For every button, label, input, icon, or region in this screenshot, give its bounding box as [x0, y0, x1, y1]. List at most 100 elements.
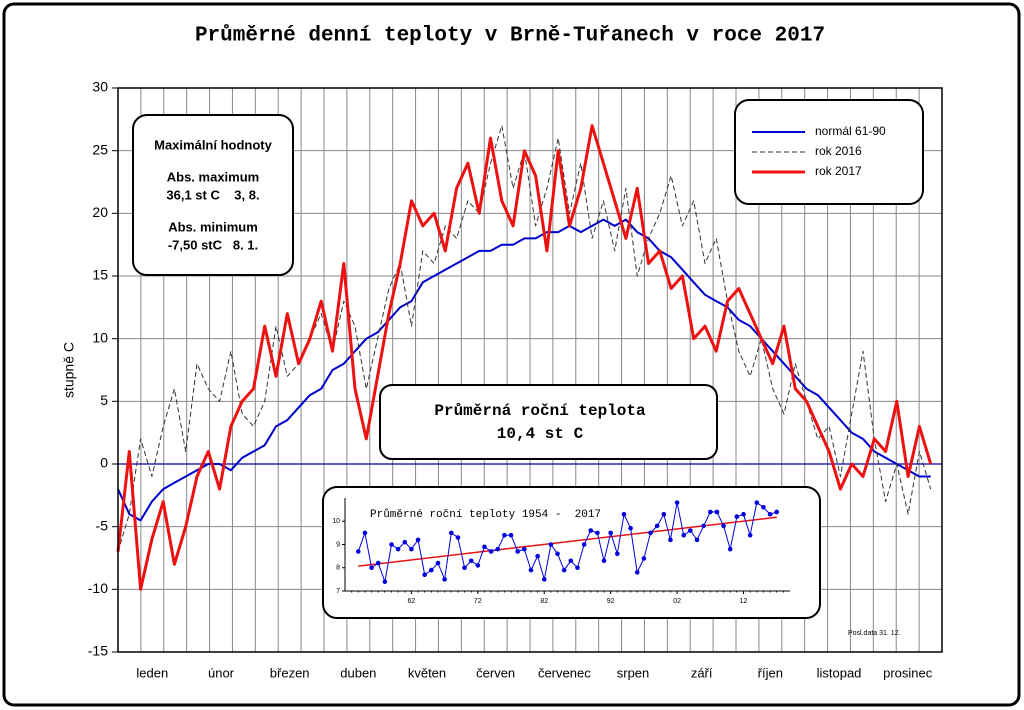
inset-point [727, 546, 733, 552]
y-tick-label: 15 [92, 267, 108, 283]
inset-point [402, 539, 408, 545]
inset-point [734, 514, 740, 519]
inset-point [601, 558, 607, 564]
inset-y-tick-label: 9 [336, 541, 340, 548]
inset-point [409, 546, 414, 552]
inset-line [357, 501, 777, 584]
inset-point [561, 567, 567, 573]
inset-point [721, 523, 726, 529]
inset-point [615, 551, 620, 557]
inset-point [741, 511, 746, 517]
y-tick-label: 25 [92, 141, 108, 157]
inset-point [754, 500, 760, 505]
inset-x-tick-label: 12 [740, 598, 748, 605]
y-tick-label: 5 [100, 392, 108, 408]
inset-point [595, 530, 600, 536]
inset-point [488, 549, 494, 554]
inset-point [448, 530, 454, 536]
inset-point [528, 567, 534, 573]
plot-border [117, 87, 943, 653]
inset-point [608, 530, 613, 536]
inset-point [422, 572, 428, 578]
footnote: Posl.data 31. 12. [848, 630, 901, 637]
inset-point [648, 530, 653, 536]
inset-point [382, 579, 388, 584]
x-tick-label: srpen [617, 665, 650, 680]
inset-x-tick-label: 82 [540, 598, 548, 605]
x-tick-label: březen [270, 665, 310, 680]
inset-point [581, 542, 587, 547]
inset-point [362, 530, 368, 536]
series-line [117, 218, 931, 522]
inset-point [508, 532, 514, 538]
inset-chart: 7 8 9 10 62 72 82 92 02 12 [332, 498, 790, 605]
x-tick-label: červenec [538, 665, 591, 680]
series-line [117, 125, 932, 552]
inset-point [714, 509, 720, 515]
inset-point [688, 528, 693, 533]
y-tick-label: 10 [92, 329, 108, 345]
inset-point [668, 537, 673, 543]
legend [734, 99, 924, 205]
inset-point [634, 570, 640, 575]
x-tick-label: leden [136, 665, 168, 680]
inset-point [435, 560, 441, 566]
inset-point [681, 532, 687, 538]
min-label: Abs. minimum [168, 219, 258, 234]
inset-point [767, 511, 773, 517]
inset-point [661, 511, 667, 517]
x-tick-label: duben [340, 665, 376, 680]
x-tick-label: září [691, 665, 713, 680]
extremes-box [132, 114, 294, 276]
inset-point [575, 565, 580, 571]
x-tick-label: květen [408, 665, 446, 680]
inset-point [502, 532, 507, 538]
inset-x-tick-label: 92 [607, 598, 615, 605]
inset-point [541, 577, 547, 582]
inset-point [701, 523, 706, 529]
inset-point [641, 556, 647, 561]
inset-point [548, 542, 554, 547]
inset-point [674, 500, 680, 505]
inset-point [522, 546, 527, 552]
trend-line [358, 516, 777, 567]
inset-point [429, 567, 434, 573]
inset-point [389, 542, 394, 547]
inset-point [774, 509, 780, 515]
inset-point [482, 544, 487, 550]
y-tick-label: 20 [92, 204, 108, 220]
inset-y-tick-label: 8 [336, 565, 340, 572]
legend-entries: normál 61-90 rok 2016 rok 2017 [752, 124, 886, 178]
inset-title: Průměrné roční teploty 1954 - 2017 [370, 508, 601, 521]
inset-point [355, 549, 361, 554]
legend-label: rok 2017 [815, 164, 862, 178]
inset-y-tick-label: 7 [336, 588, 340, 595]
inset-point [455, 535, 461, 540]
annual-value: 10,4 st C [497, 425, 584, 443]
inset-point [761, 505, 766, 510]
inset-point [369, 565, 374, 571]
chart-title: Průměrné denní teploty v Brně-Tuřanech v… [195, 25, 825, 48]
inset-point [535, 553, 540, 559]
x-tick-label: červen [476, 665, 515, 680]
inset-x-tick-label: 72 [474, 598, 482, 605]
legend-label: normál 61-90 [815, 124, 886, 138]
max-text: 36,1 st C 3, 8. [166, 187, 259, 202]
inset-point [415, 537, 421, 543]
inset-point [654, 523, 660, 529]
inset-x-tick-label: 02 [673, 598, 681, 605]
y-tick-label: 0 [100, 455, 108, 471]
y-tick-label: 30 [92, 79, 108, 95]
x-tick-label: listopad [817, 665, 862, 680]
max-label: Abs. maximum [167, 169, 259, 184]
inset-point [475, 563, 481, 568]
inset-point [568, 558, 574, 564]
y-tick-label: -5 [96, 517, 109, 533]
inset-point [747, 532, 753, 538]
inset-point [694, 537, 700, 543]
y-tick-label: -10 [88, 580, 108, 596]
inset-point [375, 560, 381, 566]
inset-point [462, 565, 467, 571]
